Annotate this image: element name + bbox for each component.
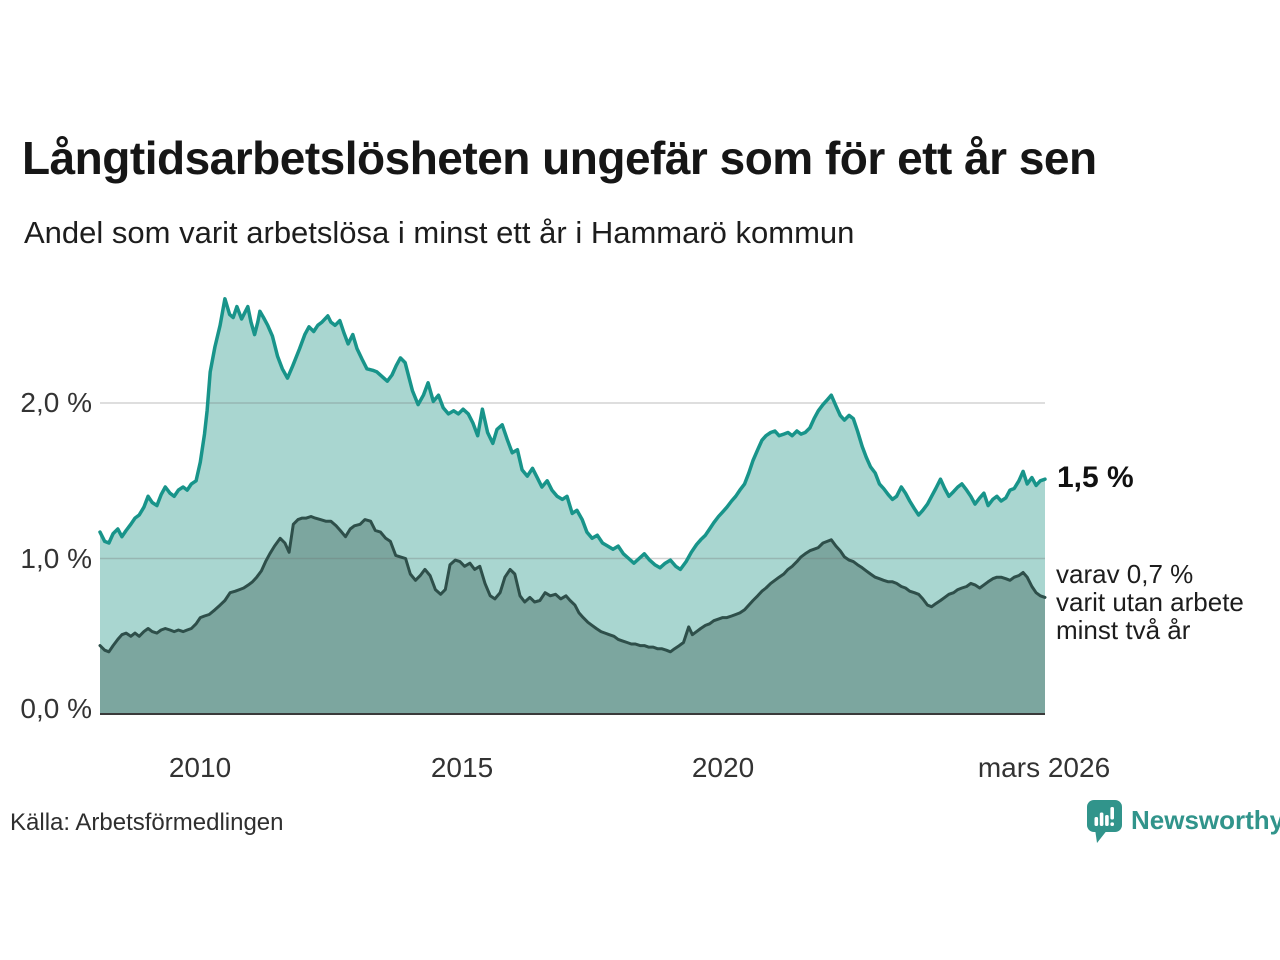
y-axis-label-0: 0,0 % <box>20 693 92 724</box>
x-axis-label-2015: 2015 <box>430 752 494 783</box>
end-sub-line: varav 0,7 % <box>1056 559 1194 589</box>
page-title: Långtidsarbetslösheten ungefär som för e… <box>22 132 1097 184</box>
x-axis-label-2010: 2010 <box>168 752 232 783</box>
brand-wordmark: Newsworthy <box>1131 805 1280 835</box>
end-sub-line: minst två år <box>1056 615 1191 645</box>
page-subtitle: Andel som varit arbetslösa i minst ett å… <box>24 215 855 250</box>
x-axis-label-mars-2026: mars 2026 <box>977 752 1111 783</box>
end-sub-line: varit utan arbete <box>1056 587 1244 617</box>
series-fill-min-two-years <box>100 516 1045 714</box>
end-value-label: 1,5 % <box>1057 461 1134 494</box>
newsworthy-logo: Newsworthy <box>1086 799 1280 845</box>
y-axis-label-1: 1,0 % <box>20 543 92 574</box>
y-axis-label-2: 2,0 % <box>20 387 92 418</box>
source-note: Källa: Arbetsförmedlingen <box>10 809 284 836</box>
speech-bubble-bar-chart-icon <box>1087 800 1122 843</box>
x-axis-label-2020: 2020 <box>691 752 755 783</box>
series-line-min-two-years <box>98 515 1047 654</box>
series-line-min-one-year <box>98 297 1047 572</box>
end-sub-label: varav 0,7 % varit utan arbete minst två … <box>1056 560 1244 644</box>
